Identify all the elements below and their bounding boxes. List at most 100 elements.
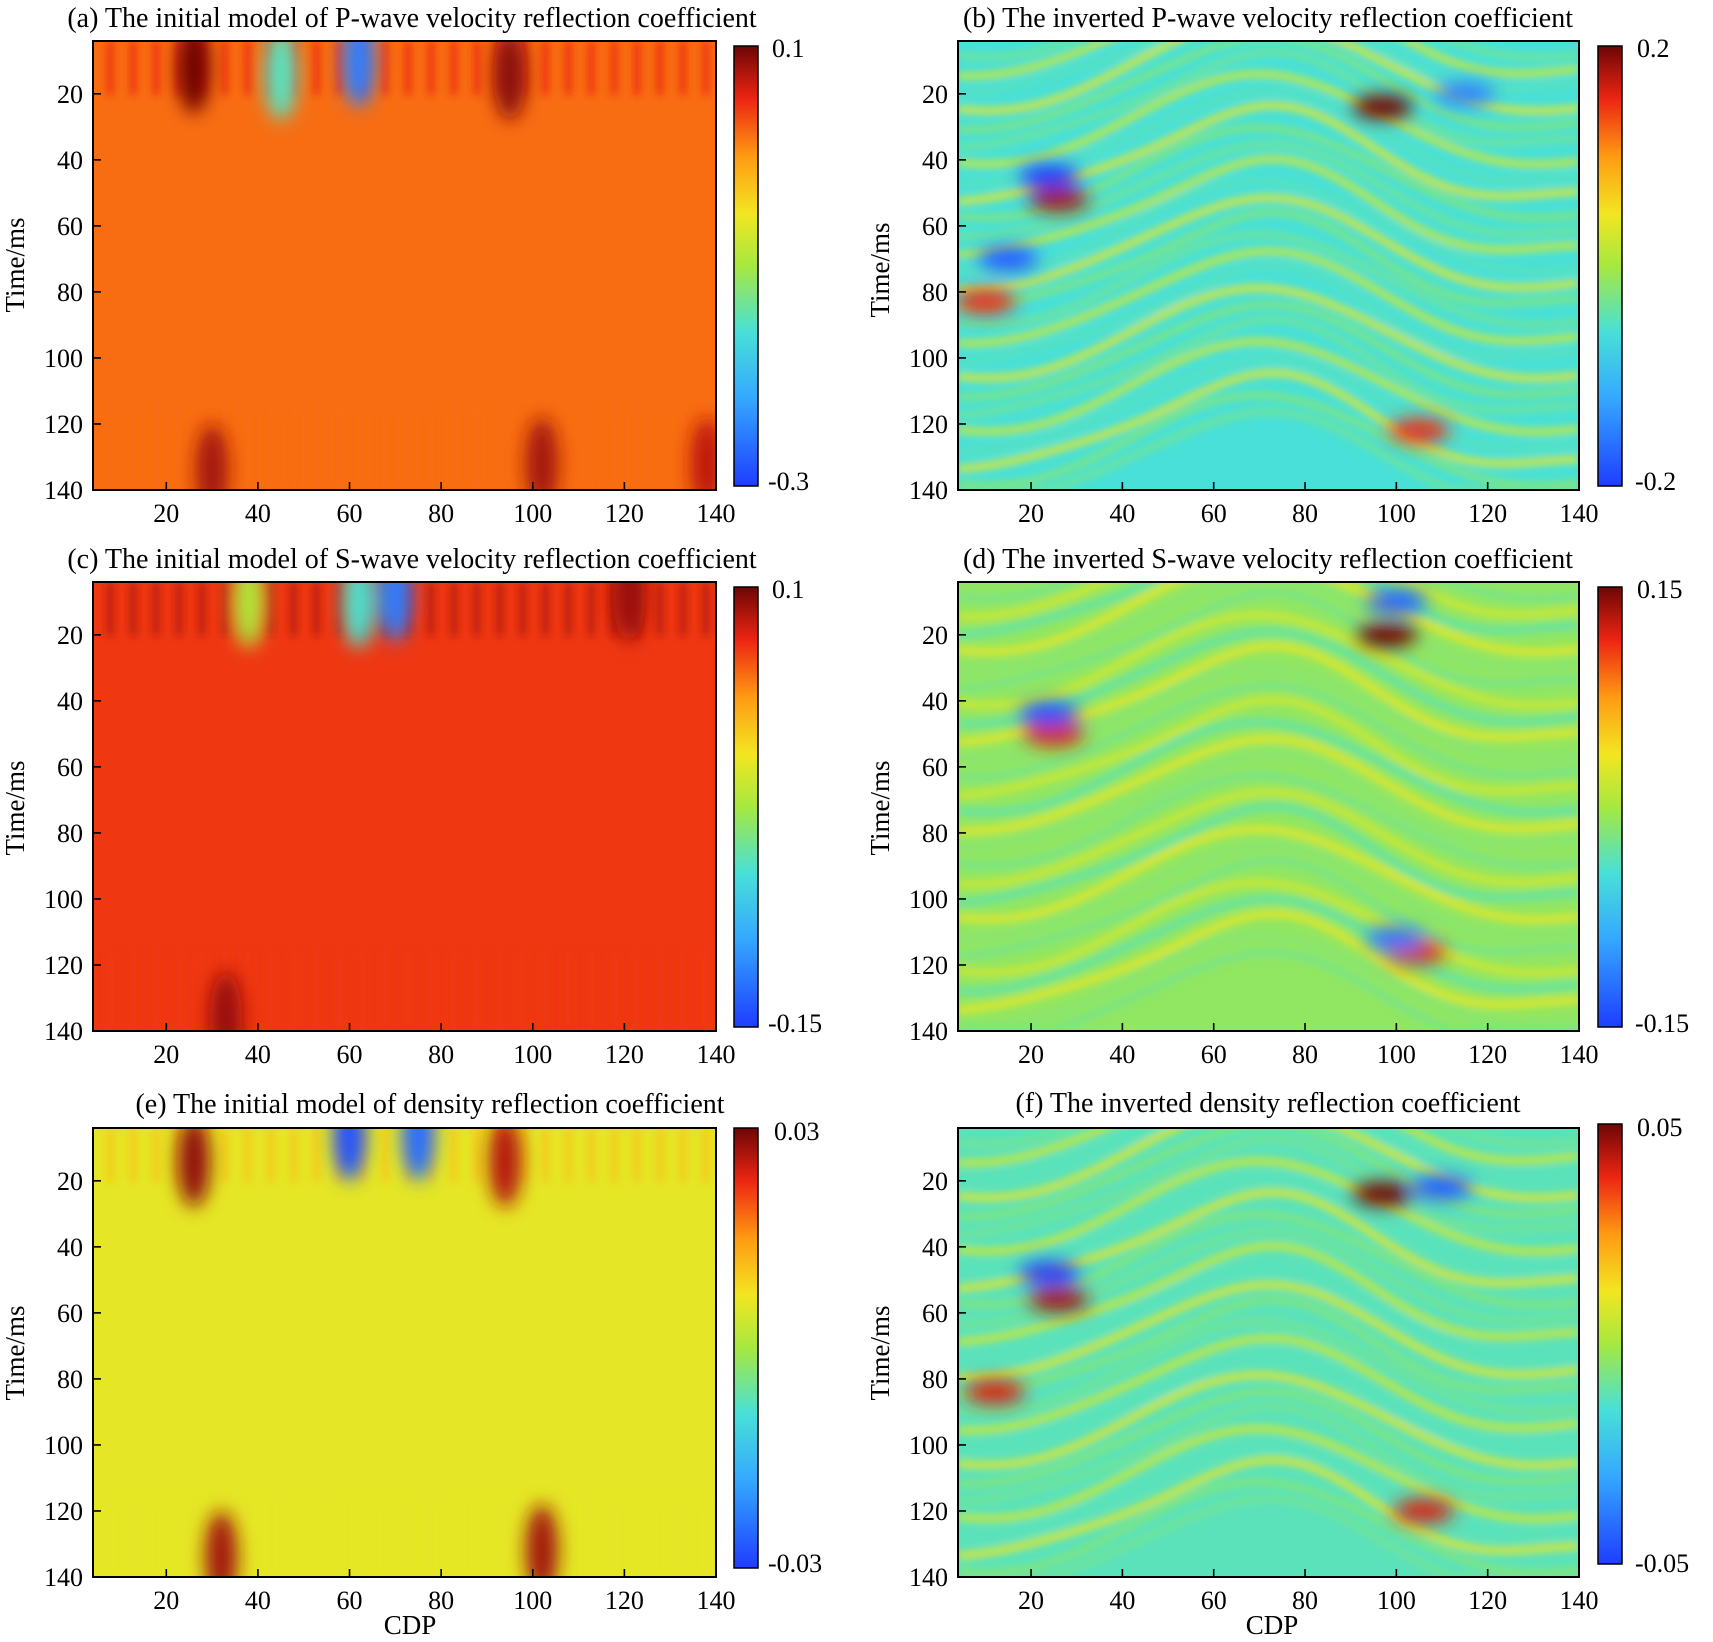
streak [633,409,641,490]
y-tick-label: 60 [57,212,83,241]
x-axis: 20 40 60 80 100 120 140 [153,482,736,528]
streak [587,1496,595,1577]
reflector-band [958,300,1579,401]
x-tick-label: 60 [337,499,363,528]
streak [450,582,458,636]
streak [473,409,481,490]
reflector-band [958,87,1579,187]
anomaly [1023,721,1084,746]
anomaly [402,1128,435,1181]
streak [106,1496,114,1577]
streak [289,1128,297,1182]
anomaly [489,1128,522,1208]
streak [541,1128,549,1182]
streak [519,582,527,636]
x-tick-label: 100 [513,499,552,528]
streak [564,41,572,95]
streak [473,582,481,636]
y-tick-label: 40 [922,1233,948,1262]
reflector-band [958,208,1579,312]
reflector-band [958,1128,1579,1149]
x-tick-label: 20 [1018,499,1044,528]
heatmap [93,582,716,1031]
anomaly [232,582,265,648]
y-tick-label: 20 [57,1167,83,1196]
y-tick-label: 140 [909,1563,948,1592]
reflector-band [958,354,1579,454]
streak [175,582,183,636]
reflector-band [958,841,1579,942]
colorbar-max-label: 0.1 [772,575,805,604]
anomaly [177,41,210,114]
streak [679,41,687,95]
reflector-band [958,315,1579,419]
streak [267,1128,275,1182]
y-axis-label: Time/ms [865,222,895,317]
x-tick-label: 140 [1560,1040,1599,1069]
x-tick-label: 40 [245,1586,271,1615]
x-tick-label: 80 [1292,1586,1318,1615]
streak [610,1496,618,1577]
y-tick-label: 140 [44,476,83,505]
y-axis: 20 40 60 80 100 120 140 [909,80,966,505]
streak [450,409,458,490]
y-axis: 20 40 60 80 100 120 140 [44,80,101,505]
reflector-band [958,582,1579,621]
anomaly [1028,187,1089,212]
reflector-band [958,70,1579,168]
streak [106,41,114,95]
reflector-band [958,41,1579,80]
streak [335,41,343,95]
y-tick-label: 60 [922,212,948,241]
reflector-band [958,1174,1579,1274]
panel-e: (e) The initial model of density reflect… [0,1089,822,1640]
streak [656,409,664,490]
anomaly [196,424,229,490]
reflector-band [958,582,1579,639]
reflector-band [958,1494,1579,1577]
anomaly [1357,622,1418,647]
x-tick-label: 80 [1292,499,1318,528]
streak [381,41,389,95]
reflector-band [958,772,1579,870]
y-tick-label: 100 [909,344,948,373]
streak [473,1128,481,1182]
anomaly [1389,418,1450,443]
streak [198,582,206,636]
streak [312,1496,320,1577]
y-tick-label: 100 [44,344,83,373]
streak [587,409,595,490]
streak [633,41,641,95]
anomaly [1352,1182,1413,1207]
x-tick-label: 40 [245,499,271,528]
reflector-band [958,582,1579,656]
reflector-band [958,1441,1579,1541]
streak [656,582,664,636]
streak [450,950,458,1031]
y-tick-label: 80 [922,278,948,307]
streak [335,1496,343,1577]
y-axis: 20 40 60 80 100 120 140 [44,621,101,1046]
streak [335,409,343,490]
reflector-band [958,194,1579,294]
reflector-band [958,140,1579,240]
y-tick-label: 60 [922,753,948,782]
x-tick-label: 80 [428,1040,454,1069]
streak [519,950,527,1031]
y-tick-label: 80 [57,819,83,848]
reflector-band [958,155,1579,259]
streak [564,582,572,636]
streak [473,1496,481,1577]
x-tick-label: 140 [697,1586,736,1615]
x-axis: 20 40 60 80 100 120 140 [1018,1023,1599,1069]
x-tick-label: 60 [337,1040,363,1069]
streak [656,1128,664,1182]
colorbar [733,586,759,1028]
streak [679,582,687,636]
streak [129,1128,137,1182]
streak [656,41,664,95]
anomaly [1352,95,1413,120]
reflector-band [958,1334,1579,1434]
streak [679,950,687,1031]
streak [564,1128,572,1182]
